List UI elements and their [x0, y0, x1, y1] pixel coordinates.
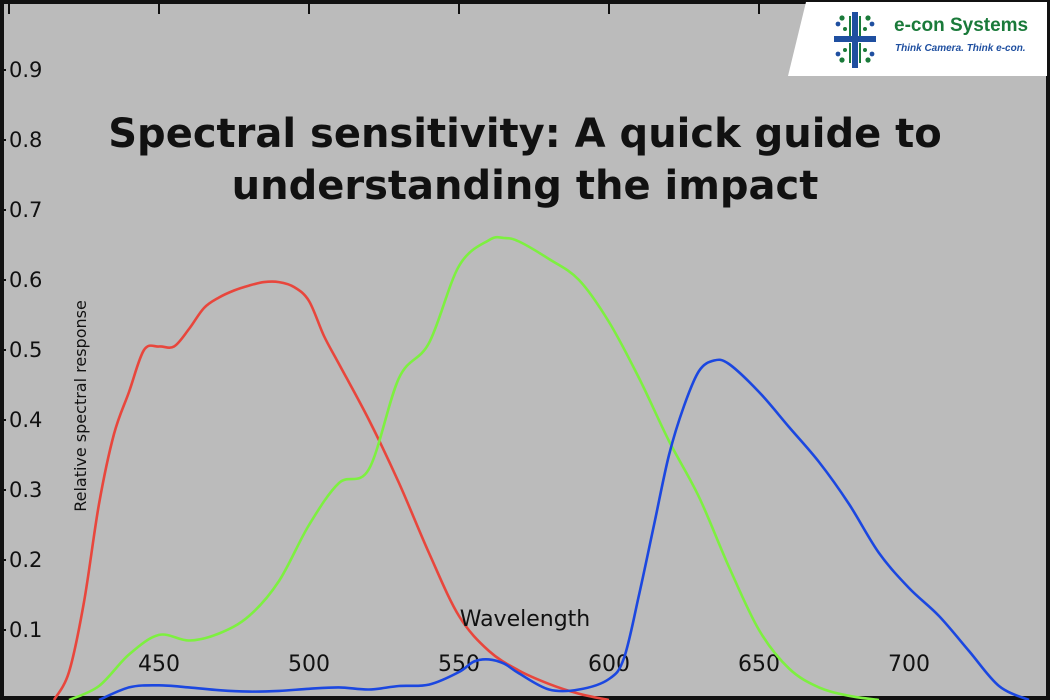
y-tick-label: 0.3 [9, 478, 42, 502]
brand-name: e-con Systems [894, 15, 1029, 36]
x-tick-label: 600 [588, 652, 630, 677]
y-axis-ticks: 0.1 0.2 0.3 0.4 0.5 0.6 0.7 0.8 0.9 [0, 58, 42, 642]
y-tick-label: 0.6 [9, 268, 42, 292]
series-line-2 [68, 235, 880, 700]
headline-bold: Spectral sensitivity: [108, 111, 561, 157]
series-line-3 [98, 358, 1030, 700]
y-axis-label: Relative spectral response [71, 300, 90, 512]
e-con-logo-icon [834, 12, 876, 68]
series-layer [52, 235, 1030, 700]
y-tick-label: 0.1 [9, 618, 42, 642]
y-tick-label: 0.2 [9, 548, 42, 572]
y-tick-label: 0.7 [9, 198, 42, 222]
logo-background [788, 2, 1047, 76]
x-tick-label: 650 [738, 652, 780, 677]
x-tick-label: 500 [288, 652, 330, 677]
headline-rest: A quick guide to understanding the impac… [231, 111, 942, 209]
x-axis-ticks: 450 500 550 600 650 700 [8, 2, 930, 677]
brand-tagline: Think Camera. Think e-con. [895, 43, 1026, 54]
y-tick-label: 0.4 [9, 408, 42, 432]
x-tick-label: 450 [138, 652, 180, 677]
x-tick-label: 700 [888, 652, 930, 677]
y-tick-label: 0.5 [9, 338, 42, 362]
series-line-1 [52, 280, 610, 700]
x-axis-label: Wavelength [460, 607, 591, 632]
y-tick-label: 0.9 [9, 58, 42, 82]
y-tick-label: 0.8 [9, 128, 42, 152]
headline: Spectral sensitivity: A quick guide to u… [60, 108, 990, 212]
brand-logo[interactable]: e-con Systems Think Camera. Think e-con. [788, 2, 1047, 76]
